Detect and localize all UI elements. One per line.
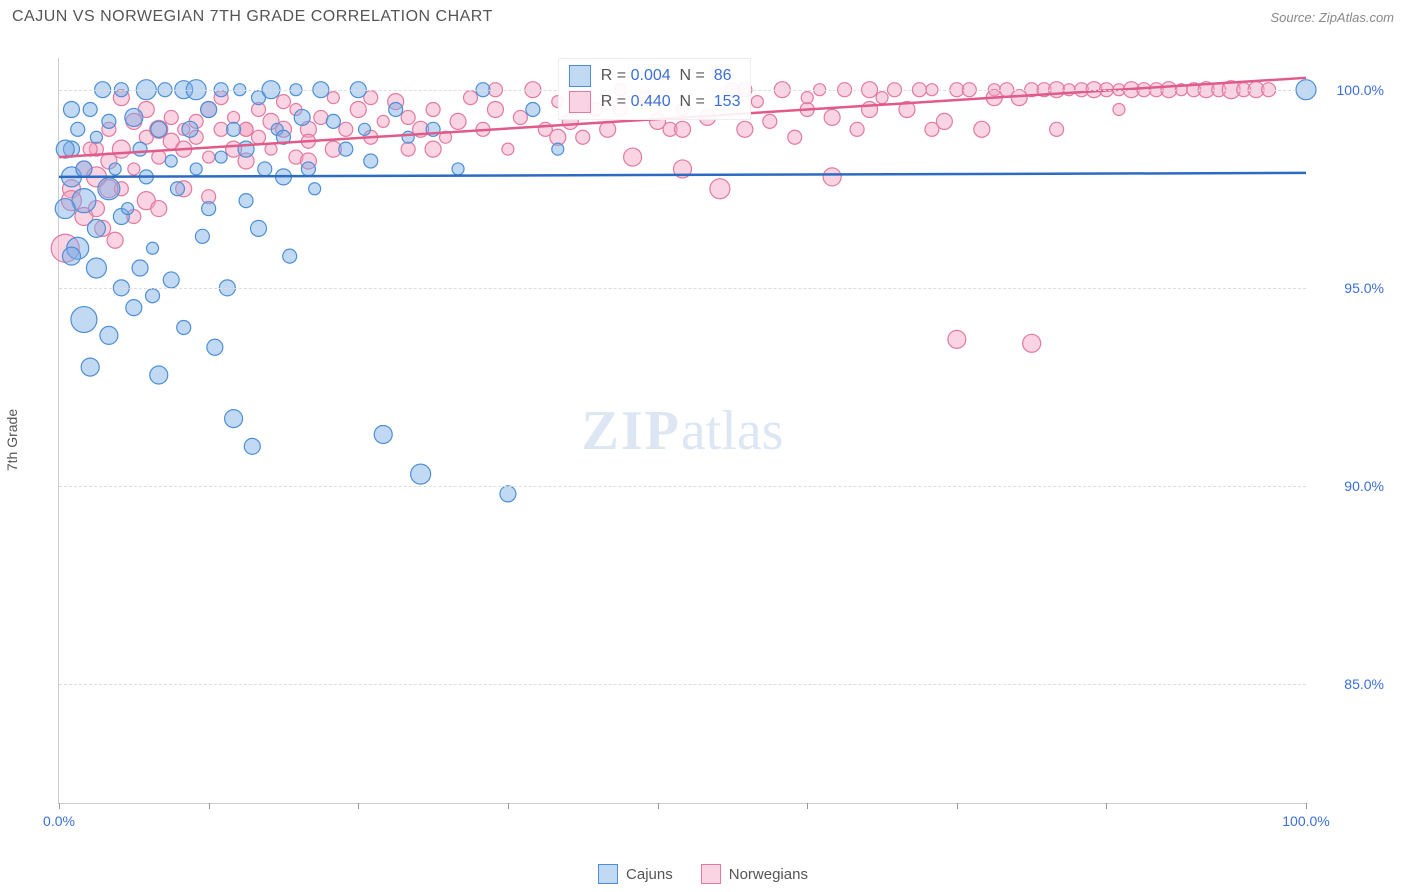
legend-stat-row: R = 0.004 N = 86 (569, 63, 741, 89)
series-legend: Cajuns Norwegians (0, 864, 1406, 884)
legend-label: Norwegians (729, 866, 808, 883)
gridline (59, 288, 1306, 289)
legend-stat-text: R = 0.440 N = 153 (601, 93, 741, 111)
y-tick-label: 95.0% (1314, 280, 1384, 296)
chart-container: 7th Grade ZIPatlas R = 0.004 N = 86 R = … (48, 48, 1388, 832)
y-axis-label: 7th Grade (4, 409, 20, 471)
x-tick-label: 0.0% (43, 813, 75, 829)
legend-item: Cajuns (598, 864, 673, 884)
x-tick (358, 803, 359, 809)
chart-title: CAJUN VS NORWEGIAN 7TH GRADE CORRELATION… (12, 8, 493, 26)
y-tick-label: 100.0% (1314, 82, 1384, 98)
source-label: Source: ZipAtlas.com (1270, 10, 1394, 25)
gridline (59, 684, 1306, 685)
legend-swatch (569, 65, 591, 87)
x-tick (1106, 803, 1107, 809)
x-tick (508, 803, 509, 809)
x-tick (957, 803, 958, 809)
legend-swatch (598, 864, 618, 884)
legend-swatch (569, 91, 591, 113)
x-tick (209, 803, 210, 809)
legend-item: Norwegians (701, 864, 808, 884)
legend-stat-text: R = 0.004 N = 86 (601, 67, 732, 85)
legend-swatch (701, 864, 721, 884)
x-tick (807, 803, 808, 809)
x-tick (658, 803, 659, 809)
correlation-legend: R = 0.004 N = 86 R = 0.440 N = 153 (558, 58, 752, 120)
x-tick (1306, 803, 1307, 809)
plot-area: ZIPatlas R = 0.004 N = 86 R = 0.440 N = … (58, 58, 1306, 804)
y-tick-label: 90.0% (1314, 478, 1384, 494)
plot-svg (59, 58, 1306, 803)
legend-label: Cajuns (626, 866, 673, 883)
x-tick-label: 100.0% (1282, 813, 1329, 829)
gridline (59, 486, 1306, 487)
legend-stat-row: R = 0.440 N = 153 (569, 89, 741, 115)
x-tick (59, 803, 60, 809)
y-tick-label: 85.0% (1314, 676, 1384, 692)
